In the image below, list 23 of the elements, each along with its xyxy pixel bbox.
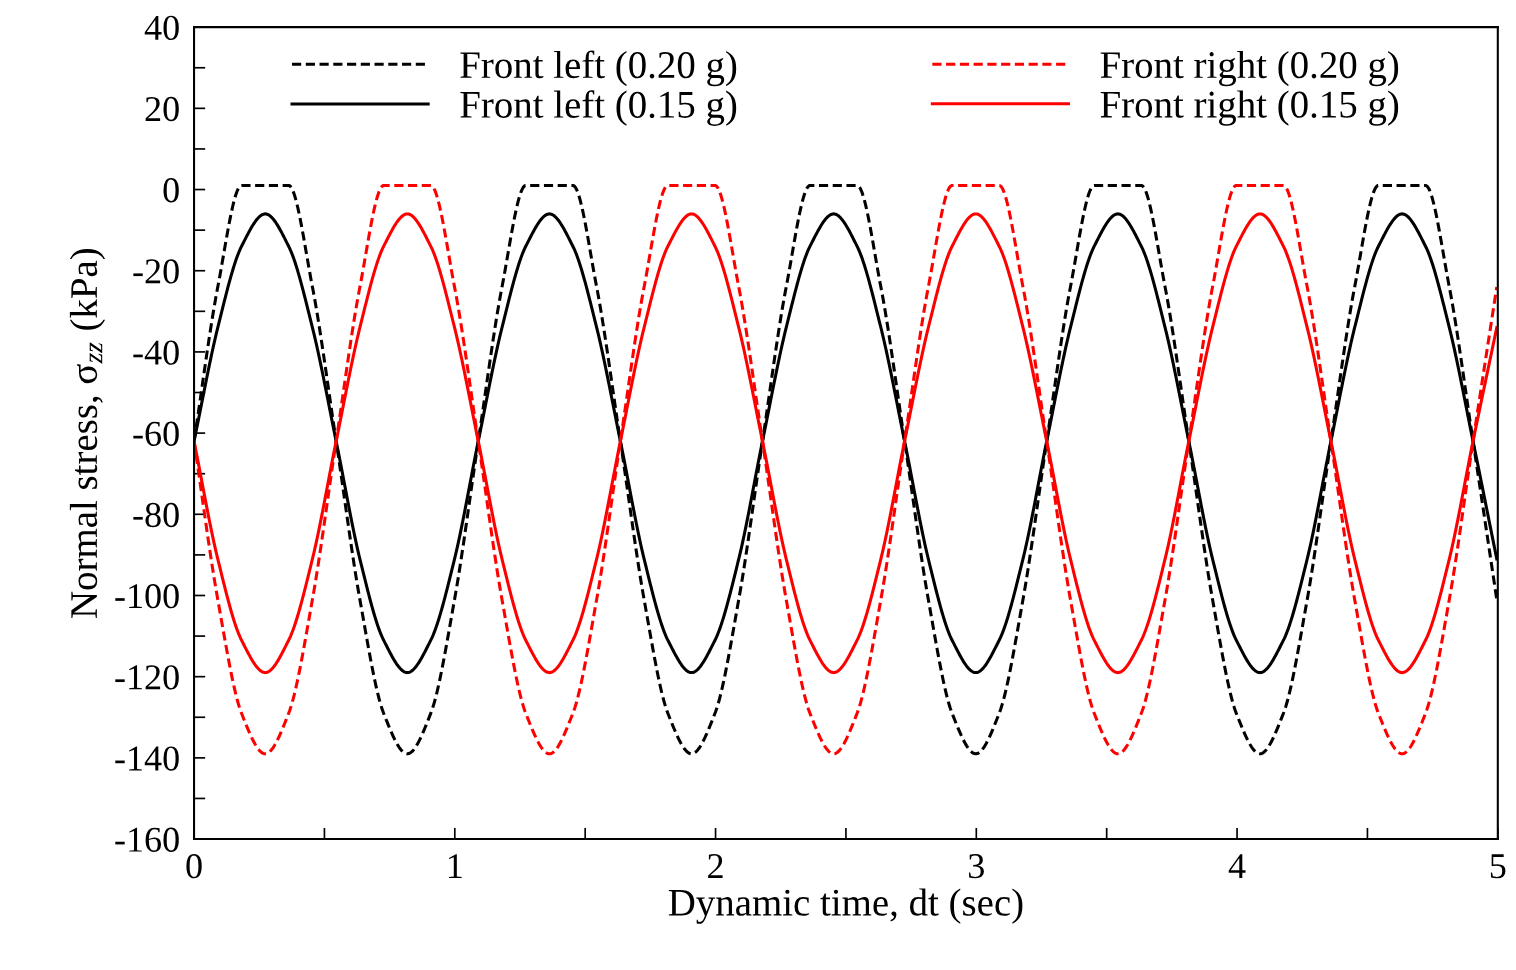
x-axis-title: Dynamic time, dt (sec) <box>668 888 1023 924</box>
legend-label: Front left (0.20 g) <box>460 50 737 87</box>
y-tick-label: -40 <box>133 340 179 365</box>
y-tick-label: 40 <box>144 15 179 41</box>
y-tick-label: 0 <box>163 178 179 203</box>
legend-label: Front left (0.15 g) <box>460 90 737 126</box>
legend-label: Front right (0.20 g) <box>1100 50 1399 87</box>
x-tick-label: 4 <box>1228 854 1246 878</box>
y-tick-label: -80 <box>133 502 179 528</box>
y-tick-label: -140 <box>115 746 179 771</box>
y-axis-title: Normal stress, σ$_{zz}$ (kPa) <box>69 249 106 618</box>
x-tick-label: 2 <box>708 854 723 878</box>
x-tick-label: 1 <box>448 854 462 878</box>
y-tick-label: 20 <box>145 96 179 122</box>
x-tick-label: 3 <box>969 854 984 879</box>
legend-label: Front right (0.15 g) <box>1100 90 1399 126</box>
y-tick-label: -100 <box>115 584 179 609</box>
x-tick-label: 0 <box>186 853 202 879</box>
y-tick-label: -120 <box>115 665 179 690</box>
x-tick-label: 5 <box>1490 854 1506 879</box>
y-tick-label: -160 <box>115 827 179 852</box>
y-tick-label: -60 <box>133 421 179 446</box>
y-tick-label: -20 <box>133 259 179 284</box>
